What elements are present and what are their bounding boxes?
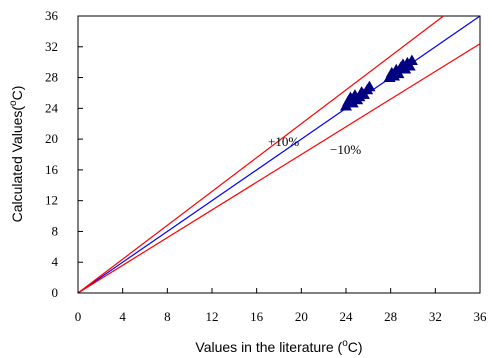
y-tick-label-5: 20 xyxy=(45,131,58,146)
y-tick-label-1: 4 xyxy=(52,254,59,269)
data-points xyxy=(339,54,418,111)
x-tick-label-2: 8 xyxy=(164,309,171,324)
x-axis-degree: o xyxy=(342,338,348,349)
y-axis-degree: o xyxy=(8,100,19,106)
y-axis-title-main: Calculated Values( xyxy=(9,106,25,223)
x-axis-title-main: Values in the literature ( xyxy=(195,339,342,355)
x-tick-label-3: 12 xyxy=(206,309,219,324)
x-tick-label-1: 4 xyxy=(119,309,126,324)
line-annotations: +10% −10% xyxy=(268,134,361,157)
y-tick-label-2: 8 xyxy=(52,223,59,238)
y-tick-label-6: 24 xyxy=(45,100,59,115)
x-tick-label-8: 32 xyxy=(429,309,442,324)
annotation-plus-10: +10% xyxy=(268,134,299,149)
y-tick-label-7: 28 xyxy=(45,70,58,85)
x-axis-ticks: 0 4 8 12 16 20 24 28 32 36 xyxy=(75,288,487,324)
y-tick-label-0: 0 xyxy=(52,285,59,300)
data-point-20 xyxy=(403,59,416,71)
plot-area xyxy=(77,15,481,294)
plot-frame xyxy=(77,15,481,294)
y-axis-title-unit: C) xyxy=(9,86,25,101)
reference-lines xyxy=(77,15,481,294)
y-axis-title: Calculated Values(oC) xyxy=(8,86,25,223)
y-tick-label-3: 12 xyxy=(45,193,58,208)
y-axis-ticks: 0 4 8 12 16 20 24 28 32 36 xyxy=(45,8,83,300)
x-tick-label-4: 16 xyxy=(250,309,264,324)
reference-line-1 xyxy=(77,15,444,294)
x-tick-label-0: 0 xyxy=(75,309,82,324)
data-point-21 xyxy=(405,54,418,66)
annotation-minus-10: −10% xyxy=(330,142,361,157)
x-axis-title: Values in the literature (oC) xyxy=(195,338,362,355)
reference-line-2 xyxy=(77,43,481,294)
reference-line-0 xyxy=(77,15,481,294)
x-tick-label-5: 20 xyxy=(295,309,308,324)
x-tick-label-6: 24 xyxy=(340,309,354,324)
x-axis-title-unit: C) xyxy=(348,339,363,355)
x-tick-label-9: 36 xyxy=(474,309,488,324)
y-tick-label-4: 16 xyxy=(45,162,59,177)
y-tick-label-8: 32 xyxy=(45,39,58,54)
data-point-10 xyxy=(363,80,376,92)
x-tick-label-7: 28 xyxy=(384,309,397,324)
y-tick-label-9: 36 xyxy=(45,8,59,23)
